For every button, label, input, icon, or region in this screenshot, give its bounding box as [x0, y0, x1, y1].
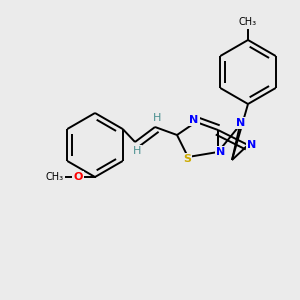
Text: N: N [216, 147, 226, 157]
Text: CH₃: CH₃ [46, 172, 64, 182]
Text: CH₃: CH₃ [239, 17, 257, 27]
Text: N: N [236, 118, 246, 128]
Text: O: O [73, 172, 83, 182]
Text: S: S [183, 154, 191, 164]
Text: N: N [189, 115, 199, 125]
Text: H: H [153, 113, 161, 123]
Text: H: H [133, 146, 141, 156]
Text: N: N [248, 140, 256, 150]
